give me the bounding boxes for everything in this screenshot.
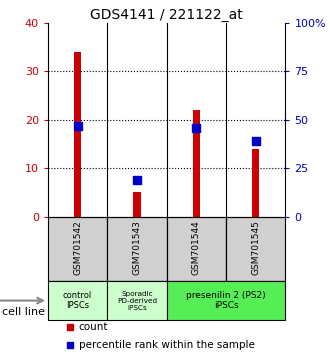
Bar xyxy=(252,149,259,217)
Bar xyxy=(107,217,167,281)
Text: GSM701542: GSM701542 xyxy=(73,220,82,275)
Bar xyxy=(107,281,167,320)
Point xyxy=(68,342,73,348)
Point xyxy=(194,125,199,130)
Bar xyxy=(133,193,141,217)
Text: GSM701544: GSM701544 xyxy=(192,220,201,275)
Bar xyxy=(167,281,285,320)
Text: percentile rank within the sample: percentile rank within the sample xyxy=(79,340,255,350)
Bar xyxy=(193,110,200,217)
Text: Sporadic
PD-derived
iPSCs: Sporadic PD-derived iPSCs xyxy=(117,291,157,310)
Bar xyxy=(74,52,81,217)
Bar xyxy=(48,281,107,320)
Bar xyxy=(226,217,285,281)
Text: control
IPSCs: control IPSCs xyxy=(63,291,92,310)
Point xyxy=(75,123,80,129)
Point xyxy=(253,138,258,144)
Bar xyxy=(48,217,107,281)
Point xyxy=(68,324,73,330)
Text: count: count xyxy=(79,322,108,332)
Bar xyxy=(167,217,226,281)
Title: GDS4141 / 221122_at: GDS4141 / 221122_at xyxy=(90,8,243,22)
Text: presenilin 2 (PS2)
iPSCs: presenilin 2 (PS2) iPSCs xyxy=(186,291,266,310)
Text: cell line: cell line xyxy=(2,307,45,317)
Text: GSM701543: GSM701543 xyxy=(132,220,142,275)
Text: GSM701545: GSM701545 xyxy=(251,220,260,275)
Point xyxy=(134,177,140,183)
